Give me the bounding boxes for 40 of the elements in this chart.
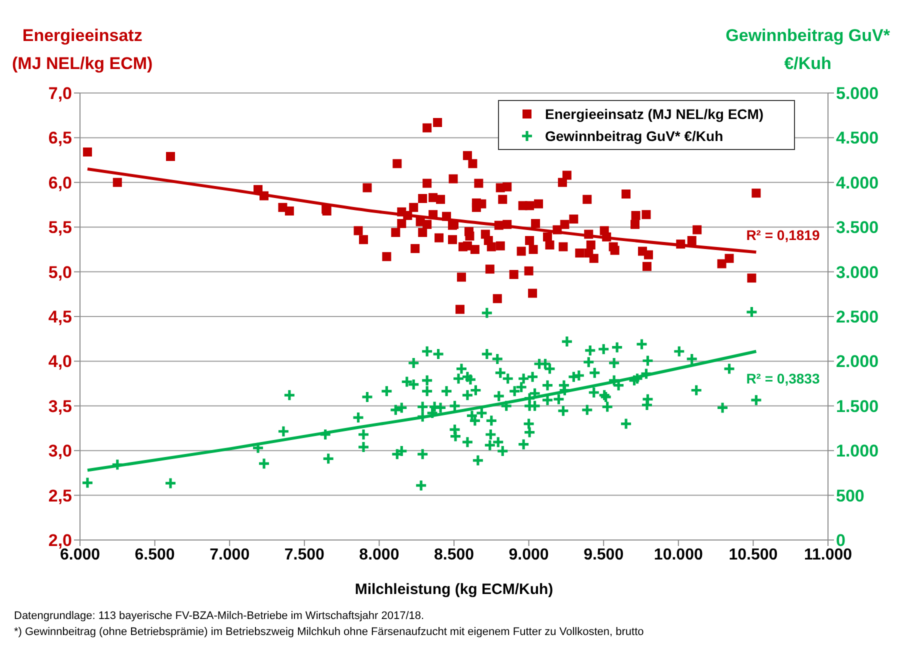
y2-axis-title: Gewinnbeitrag GuV* €/Kuh — [726, 25, 890, 75]
x-tick-label: 7.500 — [284, 546, 325, 564]
y-tick-label: 2,0 — [48, 531, 72, 550]
annotation: R² = 0,1819 — [746, 227, 820, 244]
x-tick-label: 6.500 — [134, 546, 175, 564]
y2-tick-label: 1.000 — [836, 442, 879, 461]
y-tick-label: 5,0 — [48, 262, 72, 282]
y-axis-title: Energieeinsatz (MJ NEL/kg ECM) — [12, 25, 153, 75]
y-tick-label: 3,5 — [48, 396, 72, 416]
y-tick-label: 4,5 — [48, 308, 72, 327]
y2-tick-label: 2.000 — [836, 352, 879, 372]
annotation: R² = 0,3833 — [746, 370, 820, 386]
y2-tick-label: 4.500 — [836, 128, 879, 148]
y2-tick-label: 3.500 — [836, 218, 879, 238]
legend-label: Energieeinsatz (MJ NEL/kg ECM) — [545, 105, 764, 124]
text: *) Gewinnbeitrag (ohne Betriebsprämie) im Betriebszweig Milchkuh ohne Färsenaufzucht mit eigenem Futter zu Vollkosten, brutto — [14, 625, 644, 640]
y2-tick-label: 1.500 — [836, 396, 879, 416]
x-tick-label: 10.000 — [654, 546, 703, 564]
x-tick-label: 10.500 — [728, 546, 778, 564]
x-tick-label: 9.000 — [508, 546, 549, 564]
y2-tick-label: 3.000 — [836, 262, 879, 282]
y2-tick-label: 4.000 — [836, 173, 879, 192]
y2-tick-label: 2.500 — [836, 308, 879, 327]
y-tick-label: 6,0 — [48, 173, 72, 192]
y-tick-label: 2,5 — [48, 486, 72, 506]
x-tick-label: 7.000 — [210, 546, 250, 564]
x-tick-label: 8.500 — [434, 546, 474, 564]
y-tick-label: 7,0 — [48, 84, 72, 104]
text: Datengrundlage: 113 bayerische FV-BZA-Milch-Betriebe im Wirtschaftsjahr 2017/18. — [14, 609, 426, 624]
y-tick-label: 6,5 — [48, 128, 72, 148]
y-tick-label: 4,0 — [48, 352, 72, 372]
y2-tick-label: 500 — [836, 486, 864, 506]
x-tick-label: 9.500 — [584, 546, 624, 564]
legend-label: Gewinnbeitrag GuV* €/Kuh — [545, 127, 724, 146]
y-tick-label: 3,0 — [48, 442, 72, 461]
x-axis-title: Milchleistung (kg ECM/Kuh) — [354, 581, 554, 598]
y-tick-label: 5,5 — [48, 218, 72, 238]
x-tick-label: 11.000 — [804, 546, 852, 564]
x-tick-label: 8.000 — [359, 546, 400, 564]
y2-tick-label: 5.000 — [836, 84, 879, 104]
